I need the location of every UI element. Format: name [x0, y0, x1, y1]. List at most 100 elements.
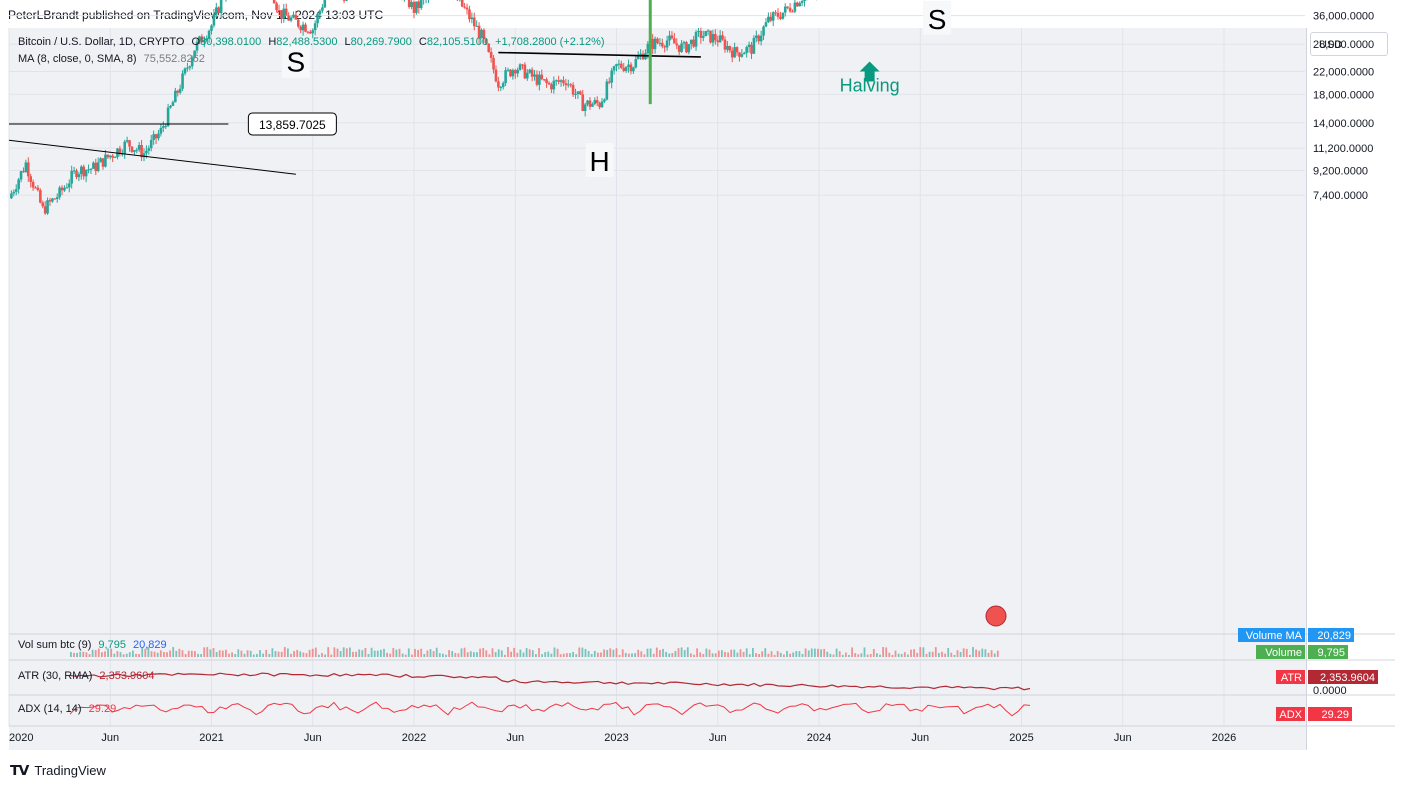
volume-bar [302, 652, 305, 657]
x-tick-label: 2024 [807, 732, 831, 744]
currency-button[interactable]: USD [1310, 32, 1388, 56]
volume-bar [438, 653, 441, 657]
volume-bar [206, 647, 209, 657]
volume-bar [593, 650, 596, 657]
candle-body [803, 0, 806, 2]
candle-body [17, 179, 20, 190]
candle-body [629, 64, 633, 72]
candle-body [292, 14, 295, 18]
candle-body [219, 0, 223, 14]
volume-bar [733, 649, 736, 657]
footer-brand[interactable]: 𝗧𝗩 TradingView [10, 762, 106, 779]
candle-body [755, 35, 758, 38]
candle-body [202, 40, 206, 43]
candle-body [82, 166, 86, 177]
x-tick-label: Jun [1114, 732, 1132, 744]
volume-bar [854, 653, 857, 657]
volume-bar [770, 651, 773, 657]
volume-bar [962, 648, 965, 657]
chart-annotations: 82,105.5100MA75,552.8262SHSHalving13,859… [247, 0, 1007, 627]
candle-body [468, 9, 471, 20]
candle-body [313, 23, 317, 31]
volume-bar [553, 647, 556, 657]
candle-body [547, 82, 551, 85]
candle-body [200, 36, 204, 43]
candle-body [634, 59, 638, 68]
candle-body [533, 74, 536, 77]
candle-body [101, 158, 105, 167]
candle-body [757, 35, 761, 42]
candle-body [492, 57, 495, 70]
volume-legend[interactable]: Vol sum btc (9) 9,795 20,829 [18, 639, 167, 651]
volume-bar [308, 649, 311, 657]
volume-bar [451, 651, 454, 657]
candle-body [694, 32, 698, 47]
volume-bar [101, 652, 103, 657]
candle-body [176, 90, 180, 93]
volume-bar [135, 653, 137, 657]
volume-bar [965, 648, 968, 657]
volume-bar [755, 653, 757, 657]
volume-bar [547, 651, 550, 657]
volume-bar [200, 654, 202, 657]
volume-bar [956, 650, 959, 657]
candle-body [704, 31, 707, 37]
volume-bar [609, 648, 612, 657]
volume-bar [907, 654, 909, 657]
candle-body [759, 35, 763, 42]
volume-bar [708, 649, 711, 657]
candle-body [516, 69, 519, 74]
volume-bar [624, 652, 627, 657]
pattern-label: S [287, 47, 306, 78]
candle-body [482, 29, 486, 40]
candle-body [603, 99, 606, 102]
volume-bar [996, 650, 999, 657]
candle-body [711, 34, 715, 43]
volume-bar [268, 653, 271, 657]
candle-body [774, 12, 777, 14]
volume-bar [426, 650, 429, 657]
volume-bar [705, 648, 708, 657]
candle-body [142, 153, 146, 158]
volume-bar [913, 649, 915, 657]
volume-bar [916, 652, 919, 657]
volume-bar [321, 652, 323, 657]
candle-body [470, 17, 474, 20]
ma-legend[interactable]: MA (8, close, 0, SMA, 8) 75,552.8262 [18, 53, 205, 65]
candle-body [542, 79, 546, 81]
candle-body [615, 64, 618, 67]
candle-body [791, 11, 794, 13]
volume-bar [938, 652, 940, 657]
volume-bar [128, 652, 131, 657]
candle-body [318, 10, 322, 15]
candle-body [624, 67, 628, 71]
atr-legend[interactable]: ATR (30, RMA) 2,353.9604 [18, 670, 154, 682]
volume-bar [420, 648, 423, 657]
candle-body [651, 39, 654, 50]
volume-bar [934, 647, 937, 657]
candle-body [272, 0, 276, 4]
volume-bar [538, 648, 540, 657]
candle-series [10, 0, 818, 215]
volume-ma-value-tag-text: 20,829 [1317, 630, 1351, 642]
adx-legend[interactable]: ADX (14, 14) 29.29 [18, 703, 116, 715]
candle-body [140, 145, 143, 158]
candle-body [781, 12, 785, 19]
candle-body [345, 0, 348, 1]
volume-bar [296, 649, 299, 657]
symbol-legend[interactable]: Bitcoin / U.S. Dollar, 1D, CRYPTO O80,39… [18, 36, 605, 48]
candle-body [215, 7, 218, 15]
candle-body [771, 12, 775, 21]
volume-bar [311, 648, 314, 657]
volume-bar [228, 653, 230, 657]
candle-body [627, 64, 630, 68]
candle-body [92, 162, 95, 169]
candle-body [607, 81, 611, 83]
volume-bar [646, 648, 649, 657]
volume-bar [569, 653, 571, 657]
volume-bar [606, 649, 609, 657]
x-tick-label: Jun [304, 732, 322, 744]
candle-body [111, 155, 114, 158]
volume-bar [277, 651, 280, 657]
